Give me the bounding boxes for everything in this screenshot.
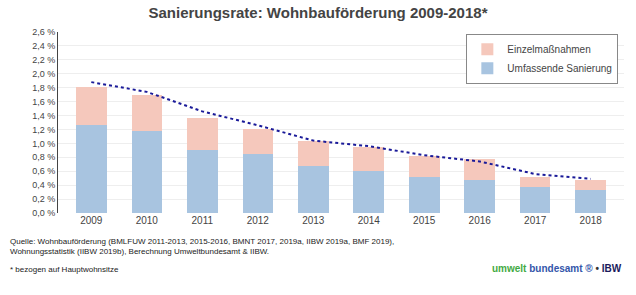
- svg-text:0,0 %: 0,0 %: [32, 208, 55, 218]
- svg-text:2013: 2013: [302, 215, 325, 226]
- svg-text:2012: 2012: [247, 215, 270, 226]
- svg-text:umwelt bundesamt ® • IBW: umwelt bundesamt ® • IBW: [492, 263, 622, 274]
- svg-text:Sanierungsrate: Wohnbauförderu: Sanierungsrate: Wohnbauförderung 2009-20…: [149, 4, 488, 21]
- svg-text:0,2 %: 0,2 %: [32, 194, 55, 204]
- svg-text:2,6 %: 2,6 %: [32, 27, 55, 37]
- svg-text:2016: 2016: [469, 215, 492, 226]
- svg-text:1,0 %: 1,0 %: [32, 139, 55, 149]
- svg-text:0,8 %: 0,8 %: [32, 152, 55, 162]
- svg-text:2011: 2011: [192, 215, 214, 226]
- svg-text:1,8 %: 1,8 %: [32, 83, 55, 93]
- svg-text:1,2 %: 1,2 %: [32, 125, 55, 135]
- svg-text:2,2 %: 2,2 %: [32, 55, 55, 65]
- svg-text:2,0 %: 2,0 %: [32, 69, 55, 79]
- svg-text:0,6 %: 0,6 %: [32, 166, 55, 176]
- svg-text:2010: 2010: [136, 215, 159, 226]
- svg-text:Einzelmaßnahmen: Einzelmaßnahmen: [507, 44, 590, 55]
- svg-text:0,4 %: 0,4 %: [32, 180, 55, 190]
- svg-text:* bezogen auf Hauptwohnsitze: * bezogen auf Hauptwohnsitze: [10, 265, 119, 274]
- svg-text:2018: 2018: [580, 215, 603, 226]
- svg-text:2015: 2015: [413, 215, 436, 226]
- svg-text:Quelle: Wohnbauförderung (BMLF: Quelle: Wohnbauförderung (BMLFUW 2011-20…: [10, 237, 394, 256]
- svg-text:1,6 %: 1,6 %: [32, 97, 55, 107]
- svg-text:2014: 2014: [358, 215, 381, 226]
- svg-text:2017: 2017: [524, 215, 547, 226]
- svg-text:1,4 %: 1,4 %: [32, 111, 55, 121]
- svg-text:Umfassende Sanierung: Umfassende Sanierung: [507, 63, 612, 74]
- svg-text:2,4 %: 2,4 %: [32, 41, 55, 51]
- svg-text:2009: 2009: [80, 215, 103, 226]
